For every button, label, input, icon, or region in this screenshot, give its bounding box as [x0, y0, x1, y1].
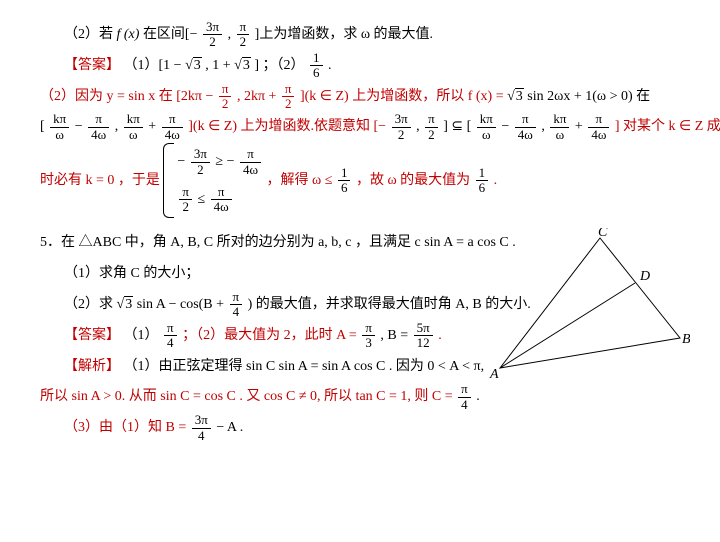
frac: 5π12	[414, 321, 433, 351]
text: （2）若	[64, 27, 117, 42]
frac: 16	[310, 51, 323, 81]
frac: π2	[219, 82, 232, 112]
solution-4-line2: [ kπω − π4ω , kπω + π4ω ](k ∈ Z) 上为增函数.依…	[40, 112, 680, 143]
solution-5-line2: 所以 sin A > 0. 从而 sin C = cos C . 又 cos C…	[40, 382, 680, 413]
frac: π4ω	[588, 112, 609, 142]
q5-part2: （2）求 3 sin A − cos(B + π4 ) 的最大值，并求取得最大值…	[40, 290, 680, 321]
frac: 3π2	[203, 20, 222, 50]
sqrt: 3	[185, 51, 202, 82]
label-C: C	[598, 228, 608, 240]
frac: 16	[338, 166, 351, 196]
frac: kπω	[50, 112, 69, 142]
frac: π4	[230, 290, 243, 320]
frac: π4ω	[88, 112, 109, 142]
sqrt: 3	[234, 51, 251, 82]
answer-label: 【答案】	[64, 58, 120, 73]
answer-label: 【答案】	[64, 328, 120, 343]
solution-4-line3: 时必有 k = 0 ，于是 − 3π2 ≥ − π4ω π2 ≤ π4ω ，解得…	[40, 143, 680, 218]
frac: π2	[425, 112, 438, 142]
frac: π4	[164, 321, 177, 351]
sqrt: 3	[507, 82, 524, 113]
text: 在区间[−	[143, 27, 198, 42]
brace-system: − 3π2 ≥ − π4ω π2 ≤ π4ω	[163, 143, 263, 218]
frac: π4ω	[515, 112, 536, 142]
sqrt: 3	[117, 290, 134, 321]
frac: π4ω	[162, 112, 183, 142]
answer-5: 【答案】 （1） π4 ；（2）最大值为 2，此时 A = π3 , B = 5…	[40, 321, 680, 352]
frac: kπω	[550, 112, 569, 142]
label-B: B	[682, 332, 690, 347]
q5-part1: （1）求角 C 的大小；	[40, 259, 680, 290]
solution-4-line1: （2）因为 y = sin x 在 [2kπ − π2 , 2kπ + π2 ]…	[40, 82, 680, 113]
solution-5-line3: （3）由（1）知 B = 3π4 − A .	[40, 413, 680, 444]
frac: 16	[476, 166, 489, 196]
solution-label: 【解析】	[64, 359, 120, 374]
solution-5-line1: 【解析】 （1）由正弦定理得 sin C sin A = sin A cos C…	[40, 352, 680, 383]
q4-part2: （2）若 f (x) 在区间[− 3π2 , π2 ]上为增函数，求 ω 的最大…	[40, 20, 680, 51]
frac: kπω	[124, 112, 143, 142]
frac: π2	[237, 20, 250, 50]
frac: π3	[362, 321, 375, 351]
fx: f (x)	[117, 27, 140, 42]
q5-head: 5．在 △ABC 中，角 A, B, C 所对的边分别为 a, b, c ，且满…	[40, 228, 680, 259]
answer-4: 【答案】 （1）[1 − 3 , 1 + 3 ] ；（2） 16 .	[40, 51, 680, 82]
frac: π4	[458, 382, 471, 412]
frac: kπω	[477, 112, 496, 142]
frac: 3π2	[392, 112, 411, 142]
frac: 3π4	[192, 413, 211, 443]
frac: π2	[282, 82, 295, 112]
